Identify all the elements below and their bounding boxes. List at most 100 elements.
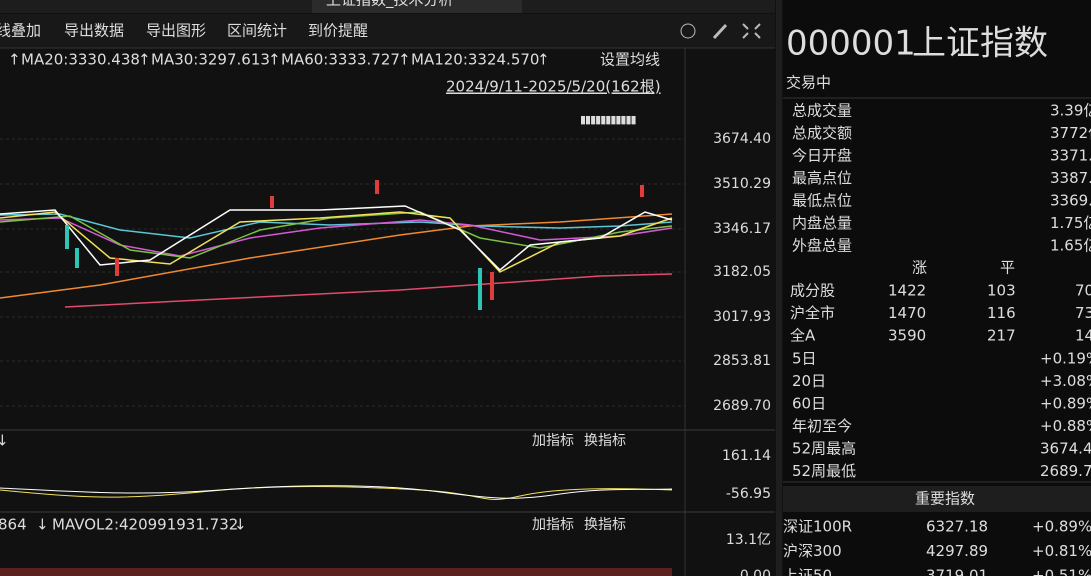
price-tick: 3182.05 [713, 264, 771, 280]
ma-arrow: ↑ [138, 51, 151, 69]
stat-label: 内盘总量 [792, 214, 852, 232]
stat-label: 总成交量 [792, 102, 852, 120]
breadth-header: 平 [1000, 259, 1015, 277]
volume-tick: 0.00 [740, 568, 771, 576]
collapse-icon[interactable] [680, 23, 696, 39]
index-name[interactable]: 沪深300 [783, 542, 842, 560]
toolbar-button[interactable]: 导出数据 [64, 22, 124, 40]
perf-value: +0.19% [1040, 350, 1091, 368]
ma-legend: MA60:3333.727 [281, 51, 400, 69]
ma-arrow: ↑ [537, 51, 550, 69]
stat-value: 3387.8 [1050, 169, 1091, 187]
stat-label: 总成交额 [792, 124, 852, 142]
breadth-header: 涨 [912, 259, 927, 277]
price-tick: 3510.29 [713, 176, 771, 192]
breadth-label: 全A [790, 327, 816, 345]
breadth-down: 70 [1075, 282, 1091, 300]
code: 000001 [786, 24, 916, 64]
price-tick: 3017.93 [713, 309, 771, 325]
volume-legend: MAVOL2:420991931.732 [52, 516, 238, 534]
index-name: 上证指数 [912, 24, 1048, 64]
volume-legend: ↓ [234, 516, 247, 534]
indicator-trace [0, 486, 673, 500]
draw-icon[interactable] [712, 23, 728, 40]
breadth-label: 沪全市 [790, 304, 835, 322]
breadth-up: 1422 [888, 282, 926, 300]
perf-label: 60日 [792, 395, 826, 413]
indices-title: 重要指数 [915, 490, 975, 508]
index-name[interactable]: 深证100R [783, 518, 852, 536]
quote-panel [783, 0, 1091, 576]
stat-value: 1.75亿 [1050, 214, 1091, 232]
perf-value: 3674.4 [1040, 440, 1091, 458]
index-value: 6327.18 [926, 518, 988, 536]
add-indicator[interactable]: 加指标 [532, 517, 574, 533]
index-value: 4297.89 [926, 542, 988, 560]
stat-label: 外盘总量 [792, 237, 852, 255]
stat-value: 3772亿 [1050, 124, 1091, 142]
index-change: +0.89% [1032, 518, 1091, 536]
price-tick: 2689.70 [713, 398, 771, 414]
perf-value: +0.89% [1040, 395, 1091, 413]
index-value: 3719.01 [926, 567, 988, 576]
ma-settings[interactable]: 设置均线 [600, 51, 660, 69]
perf-label: 52周最低 [792, 462, 856, 480]
stat-value: 3369.9 [1050, 192, 1091, 210]
breadth-flat: 103 [987, 282, 1016, 300]
stat-value: 3.39亿 [1050, 102, 1091, 120]
ma-legend: MA120:3324.570 [411, 51, 539, 69]
perf-value: 2689.7 [1040, 462, 1091, 480]
switch-indicator[interactable]: 换指标 [584, 516, 626, 533]
indices-header [783, 486, 1091, 512]
toolbar-button[interactable]: 到价提醒 [308, 22, 368, 40]
indicator-tick: 161.14 [722, 448, 771, 464]
volume-bars [0, 568, 672, 576]
add-indicator[interactable]: 加指标 [532, 433, 574, 449]
toolbar-button[interactable]: 导出图形 [146, 22, 206, 40]
breadth-down: 148 [1075, 327, 1091, 345]
indicator-trace [0, 485, 673, 499]
ma-arrow: ↑ [8, 51, 21, 69]
indicator-arrow: ↓ [0, 432, 9, 450]
price-traces [0, 205, 673, 308]
perf-label: 年初至今 [792, 417, 852, 435]
toolbar [0, 14, 775, 48]
index-change: +0.81% [1032, 542, 1091, 560]
price-tick: 3346.17 [713, 221, 771, 237]
candles [65, 180, 644, 310]
breadth-flat: 116 [987, 304, 1016, 322]
date-range: 2024/9/11-2025/5/20(162根) [446, 78, 661, 96]
tab[interactable]: 上证指数_技术分析 [326, 0, 454, 10]
ma-legend: MA20:3330.438 [21, 51, 140, 69]
stat-value: 1.65亿 [1050, 237, 1091, 255]
stat-value: 3371.6 [1050, 147, 1091, 165]
stat-label: 最高点位 [792, 169, 852, 187]
ma-arrow: ↑ [268, 51, 281, 69]
perf-value: +3.08% [1040, 372, 1091, 390]
index-name[interactable]: 上证50 [783, 567, 832, 576]
active-tab[interactable] [312, 0, 522, 13]
splitter[interactable] [776, 0, 782, 576]
breadth-up: 1470 [888, 304, 926, 322]
status: 交易中 [786, 74, 831, 92]
volume-legend: 864 [0, 516, 27, 534]
scale-marker: ▮▮▮▮▮▮▮▮▮▮▮ [580, 113, 637, 126]
volume-legend: ↓ [36, 516, 49, 534]
perf-value: +0.88% [1040, 417, 1091, 435]
switch-indicator[interactable]: 换指标 [584, 432, 626, 449]
toolbar-button[interactable]: 区间统计 [227, 22, 287, 40]
breadth-flat: 217 [987, 327, 1016, 345]
ma-arrow: ↑ [398, 51, 411, 69]
breadth-up: 3590 [888, 327, 926, 345]
perf-label: 20日 [792, 372, 826, 390]
perf-label: 52周最高 [792, 440, 856, 458]
indicator-tick: -56.95 [726, 486, 771, 502]
volume-tick: 13.1亿 [726, 532, 771, 548]
breadth-label: 成分股 [790, 282, 835, 300]
toolbar-button[interactable]: 线叠加 [0, 22, 41, 40]
expand-icon[interactable] [742, 23, 761, 39]
perf-label: 5日 [792, 350, 817, 368]
index-change: +0.51% [1032, 567, 1091, 576]
stat-label: 最低点位 [792, 192, 852, 210]
